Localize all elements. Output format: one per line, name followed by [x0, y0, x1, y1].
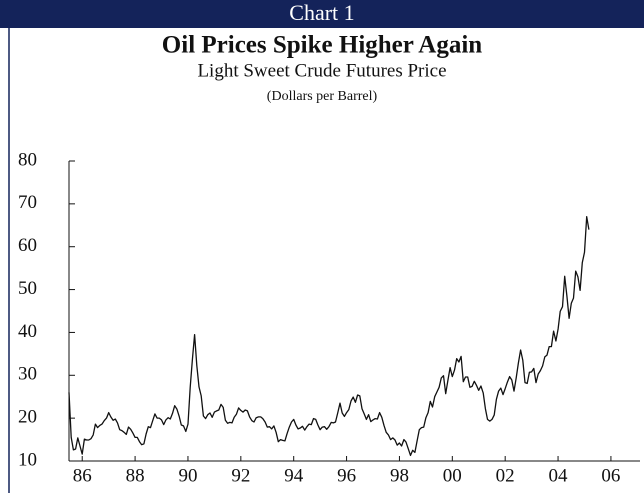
y-tick-label: 20 — [18, 407, 37, 428]
y-tick-label: 30 — [18, 364, 37, 385]
x-tick-label: 04 — [549, 465, 569, 486]
y-tick-label: 40 — [18, 321, 37, 342]
units-label: (Dollars per Barrel) — [267, 89, 378, 104]
x-tick-label: 96 — [337, 465, 356, 486]
header-band — [0, 0, 644, 28]
x-tick-label: 02 — [496, 465, 515, 486]
x-tick-label: 06 — [601, 465, 620, 486]
x-tick-label: 00 — [443, 465, 462, 486]
x-tick-label: 98 — [390, 465, 409, 486]
chart-subtitle: Light Sweet Crude Futures Price — [197, 60, 446, 81]
y-tick-label: 10 — [18, 449, 37, 470]
x-tick-label: 86 — [73, 465, 92, 486]
x-tick-label: 92 — [231, 465, 250, 486]
chart-title: Oil Prices Spike Higher Again — [162, 32, 482, 59]
y-tick-label: 80 — [18, 149, 37, 170]
y-tick-label: 60 — [18, 235, 37, 256]
y-tick-label: 50 — [18, 278, 37, 299]
y-tick-label: 70 — [18, 192, 37, 213]
x-tick-label: 88 — [126, 465, 145, 486]
x-tick-label: 94 — [284, 465, 304, 486]
header-title: Chart 1 — [289, 0, 354, 25]
x-tick-label: 90 — [178, 465, 197, 486]
price-line — [68, 216, 590, 457]
